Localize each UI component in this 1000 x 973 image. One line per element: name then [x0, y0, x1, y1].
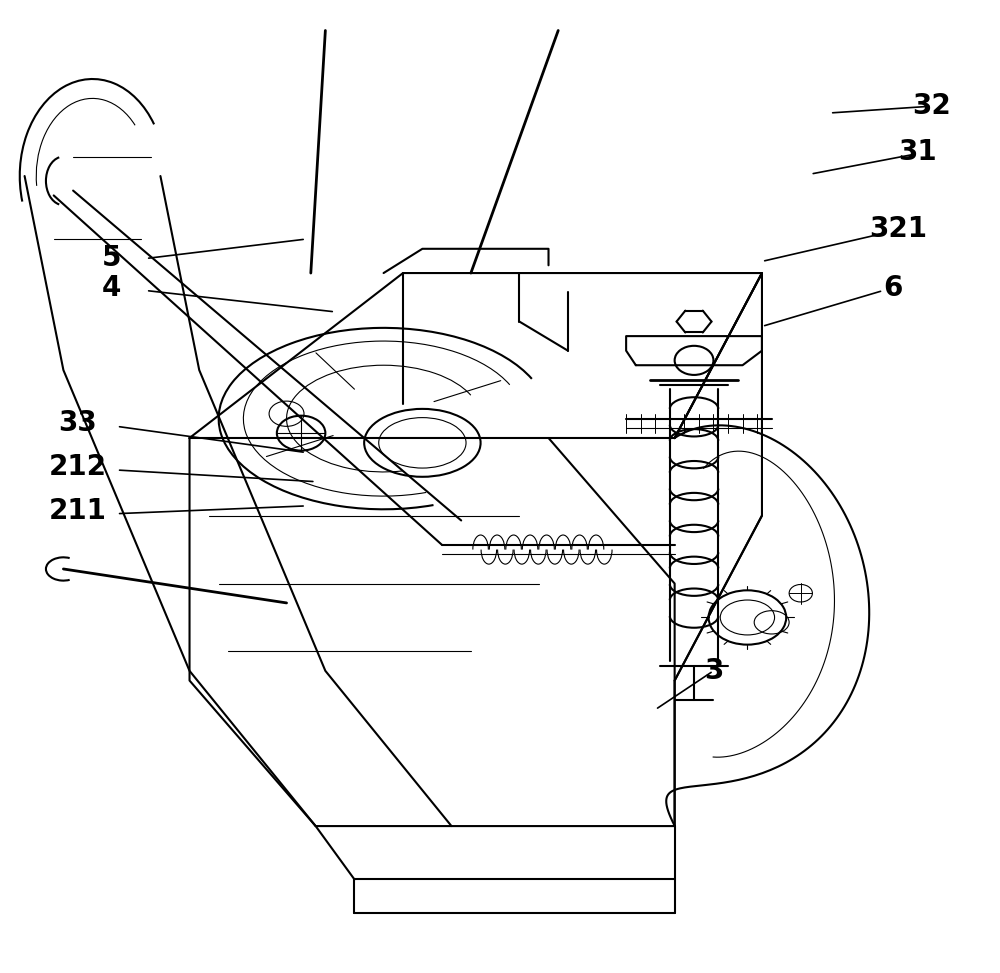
Text: 31: 31 — [898, 138, 937, 165]
Text: 33: 33 — [59, 410, 97, 438]
Text: 212: 212 — [49, 453, 107, 481]
Text: 32: 32 — [912, 92, 951, 121]
Text: 5: 5 — [102, 244, 122, 272]
Text: 3: 3 — [704, 657, 723, 685]
Text: 6: 6 — [883, 273, 903, 302]
Text: 4: 4 — [102, 273, 122, 302]
Text: 211: 211 — [49, 497, 107, 524]
Text: 321: 321 — [869, 215, 927, 243]
